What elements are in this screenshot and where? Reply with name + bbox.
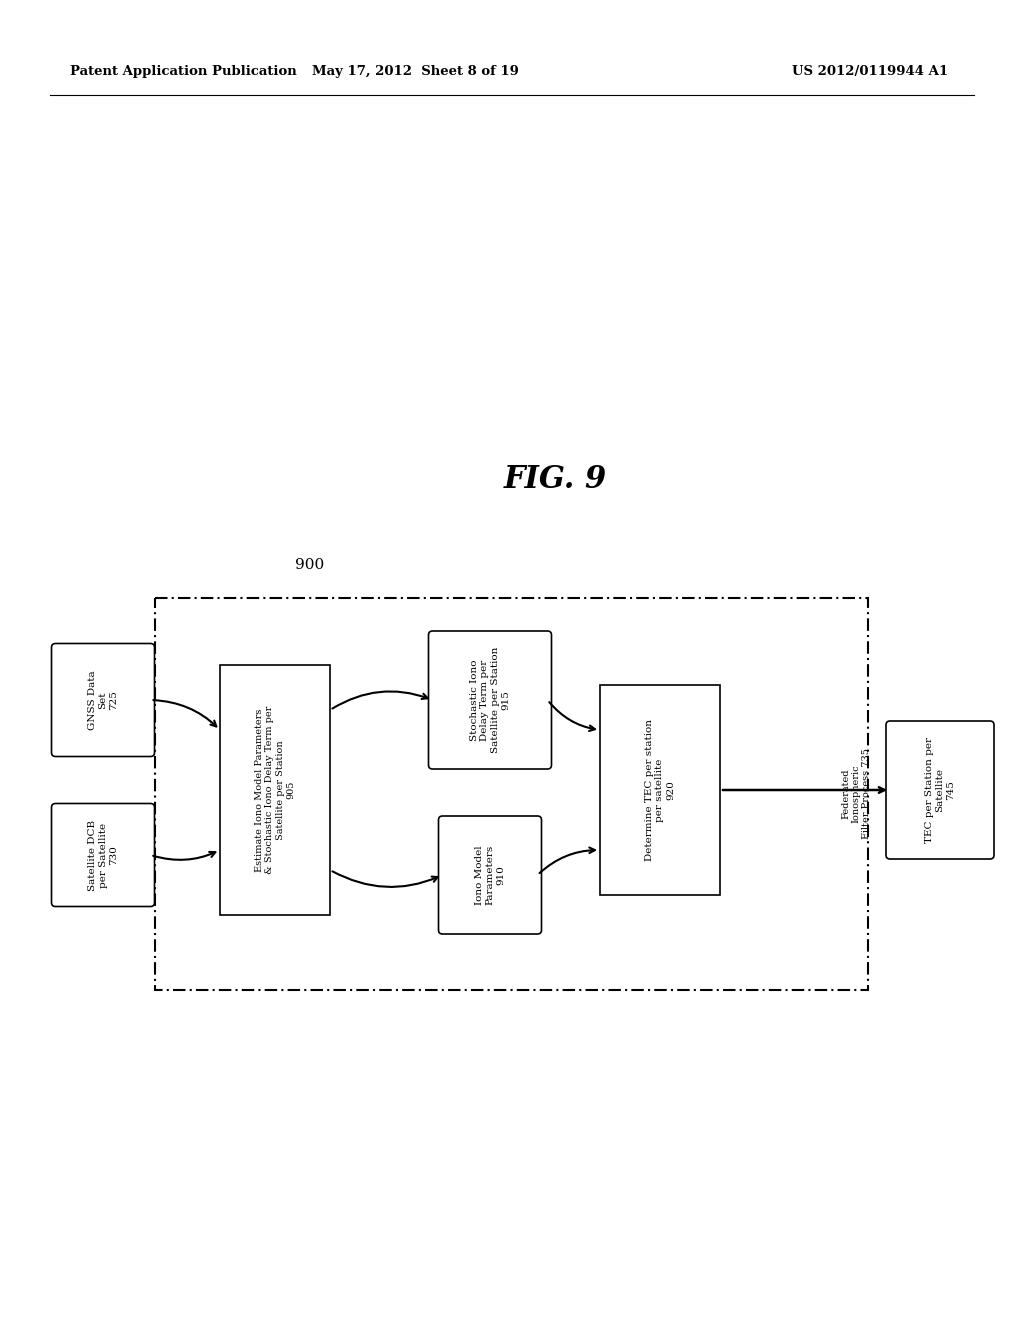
Text: FIG. 9: FIG. 9 — [504, 465, 606, 495]
FancyBboxPatch shape — [438, 816, 542, 935]
Text: May 17, 2012  Sheet 8 of 19: May 17, 2012 Sheet 8 of 19 — [311, 66, 518, 78]
Text: Federated
Ionospheric
Filter Process 735: Federated Ionospheric Filter Process 735 — [841, 748, 870, 840]
Text: Estimate Iono Model Parameters
& Stochastic Iono Delay Term per
Satellite per St: Estimate Iono Model Parameters & Stochas… — [255, 706, 295, 874]
Text: 900: 900 — [295, 558, 325, 572]
Bar — [155, 598, 868, 990]
Text: GNSS Data
Set
725: GNSS Data Set 725 — [88, 671, 118, 730]
Text: Stochastic Iono
Delay Term per
Satellite per Station
915: Stochastic Iono Delay Term per Satellite… — [470, 647, 510, 754]
Text: Determine TEC per station
per satellite
920: Determine TEC per station per satellite … — [645, 719, 675, 861]
Text: Iono Model
Parameters
910: Iono Model Parameters 910 — [475, 845, 505, 906]
Bar — [600, 685, 720, 895]
Text: TEC per Station per
Satellite
745: TEC per Station per Satellite 745 — [925, 737, 955, 843]
FancyBboxPatch shape — [51, 804, 155, 907]
FancyBboxPatch shape — [51, 644, 155, 756]
FancyBboxPatch shape — [428, 631, 552, 770]
Text: US 2012/0119944 A1: US 2012/0119944 A1 — [792, 66, 948, 78]
FancyBboxPatch shape — [886, 721, 994, 859]
Bar — [220, 665, 330, 915]
Text: Patent Application Publication: Patent Application Publication — [70, 66, 297, 78]
Text: Satellite DCB
per Satellite
730: Satellite DCB per Satellite 730 — [88, 820, 118, 891]
